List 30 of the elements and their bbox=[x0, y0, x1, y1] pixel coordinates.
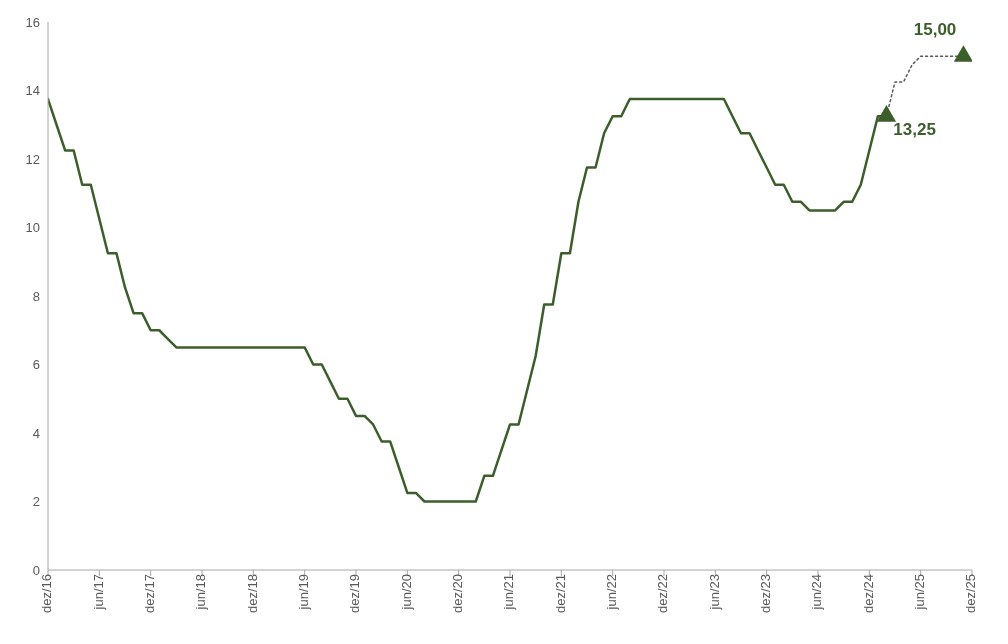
x-tick-label: dez/22 bbox=[655, 574, 671, 614]
x-tick-label: jun/25 bbox=[911, 574, 927, 611]
x-tick-label: jun/17 bbox=[90, 574, 106, 611]
x-tick-label: jun/21 bbox=[501, 574, 517, 611]
y-tick-label: 6 bbox=[32, 357, 40, 373]
x-tick-label: jun/18 bbox=[193, 574, 209, 611]
y-tick-label: 14 bbox=[25, 83, 40, 99]
y-tick-label: 0 bbox=[32, 562, 40, 578]
x-tick-label: dez/25 bbox=[963, 574, 979, 614]
y-tick-label: 4 bbox=[32, 425, 40, 441]
x-tick-label: dez/19 bbox=[347, 574, 363, 614]
x-tick-label: jun/19 bbox=[295, 574, 311, 611]
data-label: 13,25 bbox=[893, 120, 936, 140]
x-tick-label: dez/24 bbox=[860, 574, 876, 614]
y-tick-label: 16 bbox=[25, 14, 40, 30]
y-tick-label: 10 bbox=[25, 220, 40, 236]
x-tick-label: jun/23 bbox=[706, 574, 722, 611]
y-tick-label: 12 bbox=[25, 151, 40, 167]
x-tick-label: dez/18 bbox=[244, 574, 260, 614]
x-tick-label: jun/24 bbox=[809, 574, 825, 611]
x-tick-label: dez/23 bbox=[757, 574, 773, 614]
x-tick-label: jun/22 bbox=[603, 574, 619, 611]
x-tick-label: dez/17 bbox=[141, 574, 157, 614]
x-tick-label: dez/21 bbox=[552, 574, 568, 614]
x-tick-label: jun/20 bbox=[398, 574, 414, 611]
data-label: 15,00 bbox=[913, 20, 957, 40]
x-tick-label: dez/20 bbox=[449, 574, 465, 614]
y-tick-label: 8 bbox=[32, 288, 40, 304]
x-tick-label: dez/16 bbox=[39, 574, 55, 614]
y-tick-label: 2 bbox=[32, 494, 40, 510]
